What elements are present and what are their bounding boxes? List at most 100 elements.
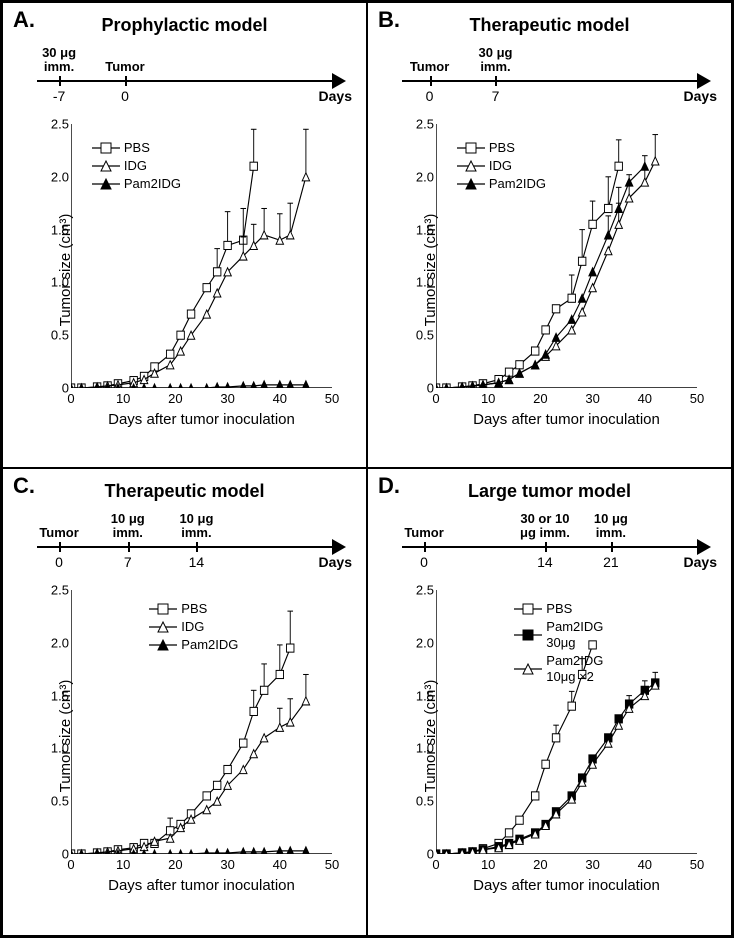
legend-label: IDG [181,619,204,635]
legend-label: PBS [124,140,150,156]
x-tick-label: 0 [67,391,74,406]
timeline-event-label: 10 μg imm. [111,512,145,540]
panel-title: Prophylactic model [13,15,356,36]
y-tick-label: 1.0 [49,741,69,756]
x-tick-label: 20 [168,857,182,872]
y-tick-label: 1.0 [49,275,69,290]
x-tick-label: 0 [432,391,439,406]
legend-item: IDG [92,158,181,174]
y-tick-label: 0.5 [414,794,434,809]
x-axis-label: Days after tumor inoculation [436,877,697,894]
panel-b: B.Therapeutic model0Tumor730 μg imm.Days… [368,3,731,469]
timeline-days-label: Days [319,554,352,570]
x-tick-label: 40 [273,857,287,872]
timeline-tick [430,76,432,86]
arrow-icon [332,539,346,555]
x-tick-label: 40 [638,857,652,872]
timeline-event-label: 30 or 10 μg imm. [520,512,570,540]
legend-label: Pam2IDG 30μg [546,619,603,651]
y-tick-label: 2.0 [414,169,434,184]
x-axis-label: Days after tumor inoculation [71,877,332,894]
legend-item: PBS [92,140,181,156]
x-axis-label: Days after tumor inoculation [71,411,332,428]
y-tick-label: 1.5 [49,222,69,237]
timeline-event-label: Tumor [410,60,449,74]
timeline-tick [125,76,127,86]
timeline-event-label: 30 μg imm. [479,46,513,74]
arrow-icon [697,539,711,555]
y-tick-label: 2.0 [414,635,434,650]
panel-a: A.Prophylactic model-730 μg imm.0TumorDa… [3,3,368,469]
timeline-event-label: 10 μg imm. [594,512,628,540]
legend-label: IDG [124,158,147,174]
chart: Tumor size (cm³)Days after tumor inocula… [13,576,356,896]
chart: Tumor size (cm³)Days after tumor inocula… [378,110,721,430]
timeline-event-label: 30 μg imm. [42,46,76,74]
timeline-tick-label: 14 [537,554,553,570]
y-tick-label: 1.5 [414,688,434,703]
timeline-tick-label: -7 [53,88,65,104]
x-axis-label: Days after tumor inoculation [436,411,697,428]
row-bottom: C.Therapeutic model0Tumor710 μg imm.1410… [3,469,731,935]
legend: PBS IDG Pam2IDG [149,601,238,655]
timeline: 0Tumor1430 or 10 μg imm.2110 μg imm.Days [382,510,717,572]
legend-label: PBS [546,601,572,617]
x-tick-label: 50 [690,857,704,872]
legend-item: IDG [149,619,238,635]
legend-item: Pam2IDG 10μg ×2 [514,653,603,685]
x-tick-label: 10 [116,857,130,872]
x-tick-label: 10 [116,391,130,406]
timeline-tick-label: 0 [121,88,129,104]
timeline-tick [59,76,61,86]
x-tick-label: 40 [638,391,652,406]
legend: PBS IDG Pam2IDG [92,140,181,194]
x-tick-label: 30 [585,391,599,406]
y-tick-label: 0.5 [49,794,69,809]
timeline-tick [495,76,497,86]
timeline-event-label: Tumor [105,60,144,74]
legend-label: Pam2IDG 10μg ×2 [546,653,603,685]
timeline-tick-label: 7 [124,554,132,570]
timeline-event-label: Tumor [404,526,443,540]
panel-d: D.Large tumor model0Tumor1430 or 10 μg i… [368,469,731,935]
panel-letter: D. [378,473,400,499]
y-tick-label: 2.5 [49,583,69,598]
legend: PBSIDGPam2IDG [457,140,546,194]
timeline-tick-label: 0 [55,554,63,570]
y-tick-label: 0.5 [414,328,434,343]
y-tick-label: 0 [49,847,69,862]
y-tick-label: 2.5 [414,117,434,132]
timeline: 0Tumor710 μg imm.1410 μg imm.Days [17,510,352,572]
y-tick-label: 2.0 [49,635,69,650]
legend-item: PBS [514,601,603,617]
x-tick-label: 20 [533,857,547,872]
timeline-tick [611,542,613,552]
legend-label: Pam2IDG [181,637,238,653]
y-tick-label: 0 [49,381,69,396]
legend-item: IDG [457,158,546,174]
panel-c: C.Therapeutic model0Tumor710 μg imm.1410… [3,469,368,935]
y-tick-label: 1.5 [414,222,434,237]
timeline: 0Tumor730 μg imm.Days [382,44,717,106]
timeline-tick-label: 0 [426,88,434,104]
timeline: -7 30 μg imm. 0 Tumor Days [17,44,352,106]
legend-label: PBS [181,601,207,617]
timeline-event-label: Tumor [39,526,78,540]
y-tick-label: 2.5 [49,117,69,132]
legend-label: Pam2IDG [489,176,546,192]
x-tick-label: 10 [481,857,495,872]
timeline-tick-label: 21 [603,554,619,570]
timeline-days-label: Days [319,88,352,104]
timeline-tick-label: 14 [189,554,205,570]
timeline-tick-label: 0 [420,554,428,570]
x-tick-label: 30 [585,857,599,872]
panel-title: Therapeutic model [13,481,356,502]
x-tick-label: 30 [220,857,234,872]
x-tick-label: 40 [273,391,287,406]
x-tick-label: 20 [533,391,547,406]
y-tick-label: 1.5 [49,688,69,703]
legend-label: Pam2IDG [124,176,181,192]
y-tick-label: 1.0 [414,741,434,756]
panel-title: Therapeutic model [378,15,721,36]
legend-item: PBS [149,601,238,617]
